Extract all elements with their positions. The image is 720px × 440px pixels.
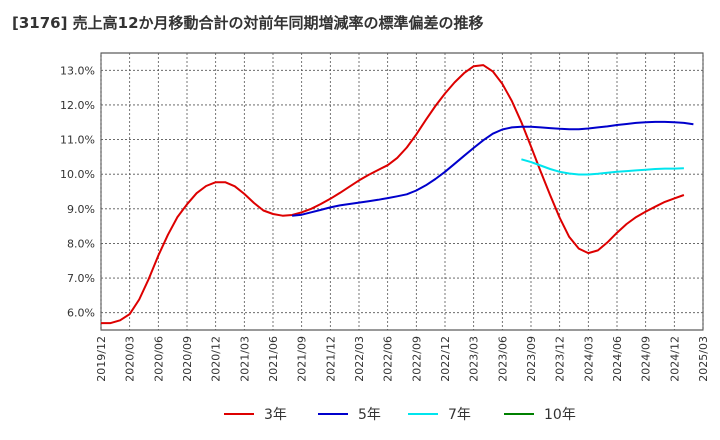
x-tick-label: 2020/03 (124, 336, 137, 382)
x-tick-label: 2024/06 (611, 336, 624, 382)
x-tick-label: 2020/09 (181, 336, 194, 382)
legend-label-2: 5年 (358, 407, 381, 423)
x-tick-label: 2019/12 (95, 336, 108, 382)
x-tick-label: 2020/12 (210, 336, 223, 382)
grid-lines (100, 53, 704, 330)
y-tick-label: 7.0% (67, 272, 95, 285)
legend-label-4: 10年 (544, 407, 576, 423)
x-tick-label: 2021/03 (238, 336, 251, 382)
series-line-1 (101, 64, 685, 325)
x-tick-label: 2024/12 (668, 336, 681, 382)
x-tick-label: 2023/03 (468, 336, 481, 382)
legend-label-1: 3年 (264, 407, 287, 423)
x-tick-label: 2024/09 (640, 336, 653, 382)
y-axis: 6.0% 7.0% 8.0% 9.0% 10.0% 11.0% 12.0% 13.0% (60, 64, 95, 319)
legend: 3年 5年 7年 10年 (224, 407, 576, 423)
y-tick-label: 9.0% (67, 203, 95, 216)
x-tick-label: 2020/06 (152, 336, 165, 382)
x-tick-label: 2025/03 (697, 336, 710, 382)
x-tick-label: 2022/09 (410, 336, 423, 382)
x-axis: 2019/12 2020/03 2020/06 2020/09 2020/12 2021/… (95, 336, 710, 382)
y-tick-label: 12.0% (60, 99, 95, 112)
y-tick-label: 6.0% (67, 307, 95, 320)
series-line-3 (521, 158, 684, 176)
y-tick-label: 10.0% (60, 168, 95, 181)
series-lines (101, 64, 694, 325)
x-tick-label: 2024/03 (582, 336, 595, 382)
y-tick-label: 8.0% (67, 237, 95, 250)
series-line-2 (291, 120, 694, 217)
chart-title: [3176] 売上高12か月移動合計の対前年同期増減率の標準偏差の推移 (12, 14, 484, 32)
x-tick-label: 2023/12 (554, 336, 567, 382)
x-tick-label: 2021/12 (324, 336, 337, 382)
x-tick-label: 2022/12 (439, 336, 452, 382)
x-tick-label: 2022/06 (382, 336, 395, 382)
x-tick-label: 2021/09 (296, 336, 309, 382)
plot-area (100, 52, 704, 331)
x-tick-label: 2021/06 (267, 336, 280, 382)
legend-label-3: 7年 (448, 407, 471, 423)
y-tick-label: 13.0% (60, 64, 95, 77)
x-tick-label: 2023/06 (496, 336, 509, 382)
x-tick-label: 2022/03 (353, 336, 366, 382)
y-tick-label: 11.0% (60, 134, 95, 147)
x-tick-label: 2023/09 (525, 336, 538, 382)
